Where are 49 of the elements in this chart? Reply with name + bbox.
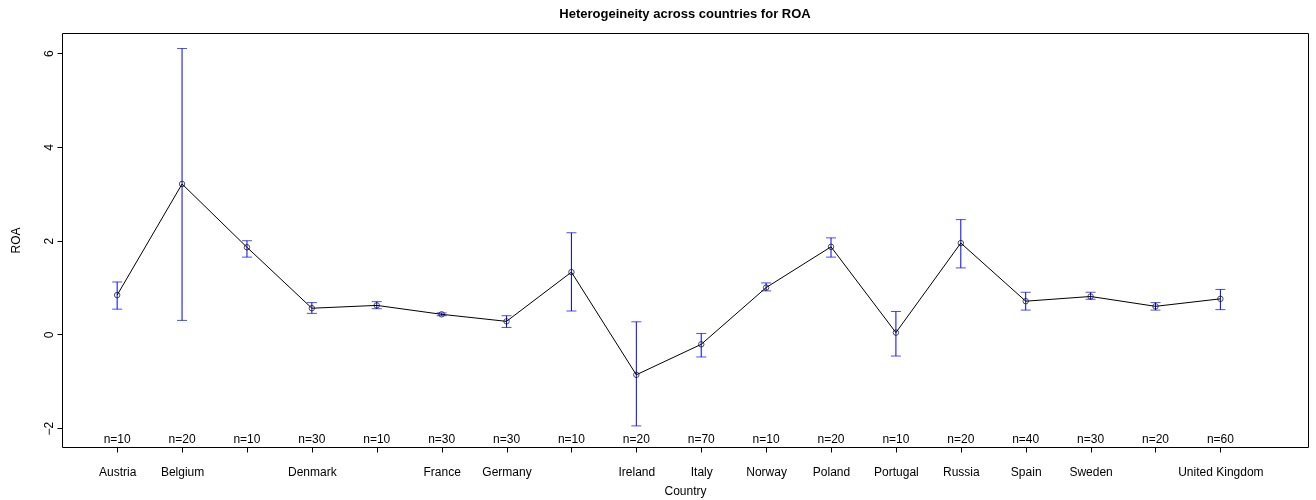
annotation: n=20: [622, 432, 651, 446]
annotation: n=30: [298, 432, 326, 446]
annotation: n=20: [1141, 432, 1170, 446]
annotation: n=10: [882, 432, 910, 446]
x-tick-label: Sweden: [1069, 464, 1113, 479]
point: [697, 341, 705, 348]
x-axis-title: Country: [664, 483, 707, 498]
x-tick-label: France: [423, 464, 462, 479]
annotation: n=20: [947, 432, 975, 446]
x-tick-label: Poland: [812, 464, 851, 479]
y-tick-label: −2: [41, 421, 56, 436]
x-tick-label: Norway: [746, 464, 787, 479]
point: [827, 243, 835, 251]
x-tick-label: Spain: [1010, 464, 1042, 479]
y-tick-label: 0: [41, 331, 56, 339]
point: [178, 180, 186, 188]
x-tick-label: Italy: [690, 464, 713, 479]
point: [633, 371, 640, 379]
y-tick-label: 4: [41, 143, 56, 151]
x-tick-label: Denmark: [288, 464, 338, 479]
point: [892, 329, 900, 336]
annotation: n=10: [233, 432, 261, 446]
point: [243, 244, 251, 251]
x-tick-label: Portugal: [874, 464, 919, 479]
annotation: n=20: [168, 432, 196, 446]
annotation: n=70: [687, 432, 716, 446]
annotation: n=40: [1012, 432, 1040, 446]
annotation: n=30: [493, 432, 521, 446]
annotation: n=10: [363, 432, 391, 446]
y-tick-label: 2: [41, 237, 56, 245]
annotation: n=10: [752, 432, 780, 446]
point: [957, 239, 965, 247]
annotation: n=10: [557, 432, 586, 446]
y-axis-title: ROA: [8, 227, 23, 254]
x-tick-label: Germany: [482, 464, 532, 479]
annotation: n=60: [1206, 432, 1235, 446]
annotation: n=20: [817, 432, 845, 446]
x-tick-label: Ireland: [618, 464, 656, 479]
x-tick-label: Russia: [942, 464, 980, 479]
point: [1022, 297, 1029, 305]
x-tick-label: Belgium: [160, 464, 205, 479]
chart-title: Heterogeineity across countries for ROA: [559, 6, 812, 21]
annotation: n=30: [1077, 432, 1105, 446]
annotation: n=10: [103, 432, 131, 446]
y-tick-label: 6: [41, 50, 56, 57]
x-tick-label: United Kingdom: [1178, 464, 1264, 479]
point: [568, 268, 575, 276]
x-tick-label: Austria: [98, 464, 137, 479]
annotation: n=30: [428, 432, 456, 446]
